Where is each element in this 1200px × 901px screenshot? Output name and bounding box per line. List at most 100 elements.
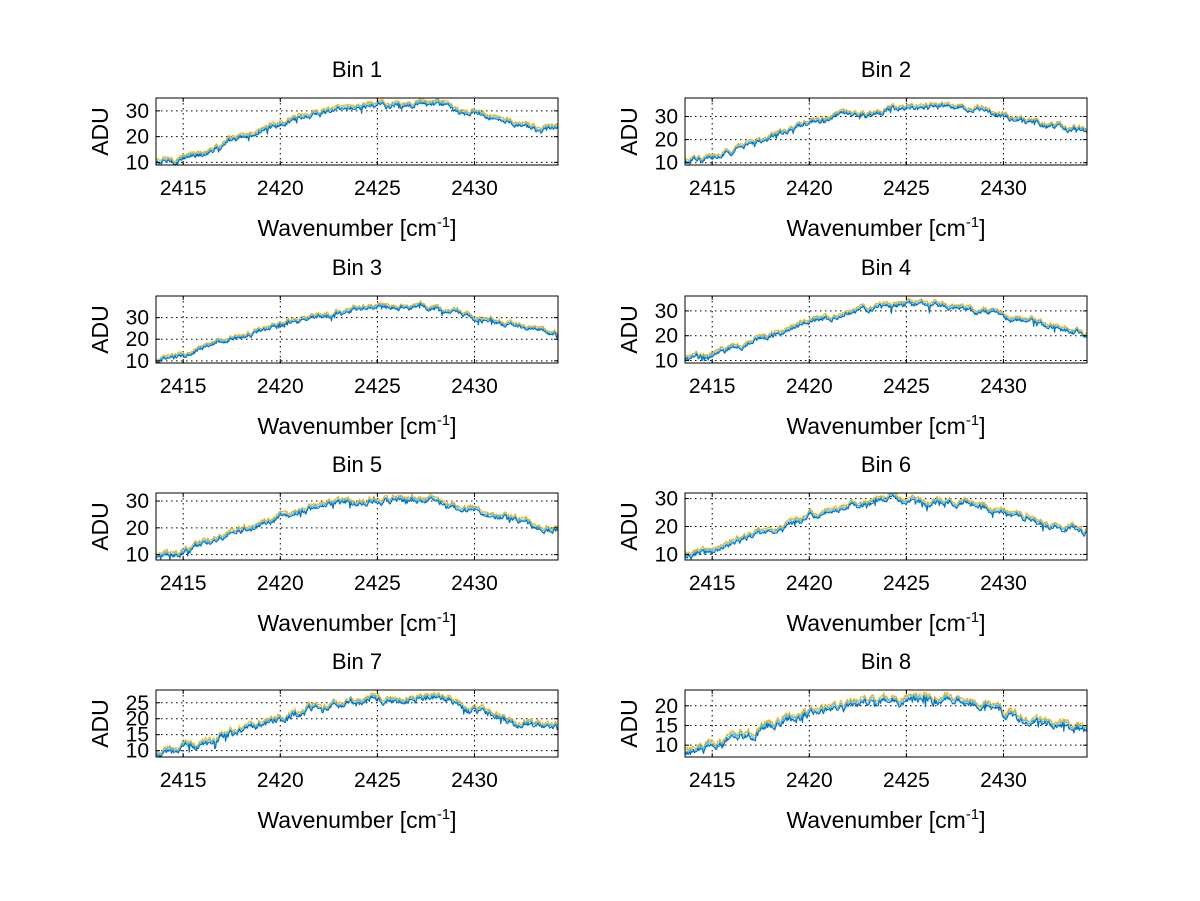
x-tick-label: 2425 [883,375,930,398]
series-line-series-1 [155,302,559,364]
y-tick-label: 15 [655,714,678,737]
x-tick-label: 2425 [354,769,401,792]
x-axis-label: Wavenumber [cm-1] [257,609,456,636]
y-tick-label: 30 [655,488,678,511]
x-tick-label: 2425 [354,177,401,200]
x-tick-label: 2425 [354,375,401,398]
axes-frame [684,295,1088,364]
x-tick-label: 2430 [451,769,498,792]
series-line-series-3 [684,298,1088,359]
x-tick-label: 2420 [786,572,833,595]
axes-frame [155,492,559,561]
x-axis-label-main: Wavenumber [cm [257,610,436,636]
axes-frame [684,689,1088,758]
x-tick-label: 2425 [883,572,930,595]
series-line-series-1 [684,695,1088,756]
series-line-series-3 [155,97,559,164]
chart-title: Bin 5 [332,452,382,477]
x-axis-label: Wavenumber [cm-1] [786,806,985,833]
x-axis-label-main: Wavenumber [cm [257,413,436,439]
y-axis-label: ADU [87,305,113,354]
y-tick-label: 20 [655,695,678,718]
x-axis-label-superscript: -1 [966,609,979,626]
x-axis-label-end: ] [450,807,456,833]
x-axis-label-end: ] [450,215,456,241]
x-tick-label: 2415 [689,375,736,398]
y-axis-label: ADU [616,699,642,748]
series-line-series-1 [684,104,1088,166]
series-line-series-2 [155,693,559,758]
chart-title: Bin 4 [861,255,911,280]
x-tick-label: 2430 [980,769,1027,792]
x-axis-label: Wavenumber [cm-1] [786,609,985,636]
series-line-series-1 [684,494,1088,560]
x-axis-label-main: Wavenumber [cm [786,215,965,241]
series-line-series-1 [684,300,1087,362]
y-tick-label: 15 [126,724,149,747]
axes-frame [155,689,559,758]
x-axis-label: Wavenumber [cm-1] [257,214,456,241]
chart-title: Bin 2 [861,57,911,82]
y-axis-label: ADU [87,502,113,551]
x-tick-label: 2430 [980,177,1027,200]
x-tick-label: 2415 [160,375,207,398]
x-axis-label: Wavenumber [cm-1] [257,412,456,439]
x-axis-label: Wavenumber [cm-1] [257,806,456,833]
y-tick-label: 30 [126,307,149,330]
series-line-series-1 [155,695,559,758]
x-axis-label-end: ] [979,413,985,439]
x-tick-label: 2420 [786,177,833,200]
x-axis-label-end: ] [979,610,985,636]
series-line-series-3 [684,101,1088,163]
x-tick-label: 2430 [451,572,498,595]
x-tick-label: 2430 [451,177,498,200]
x-axis-label-main: Wavenumber [cm [786,413,965,439]
y-tick-label: 20 [655,325,678,348]
y-tick-label: 10 [126,151,149,174]
x-axis-label-superscript: -1 [437,214,450,231]
chart-title: Bin 7 [332,649,382,674]
x-tick-label: 2430 [451,375,498,398]
axes-frame [155,295,559,364]
series-line-series-3 [684,492,1088,555]
series-line-series-1 [155,497,559,561]
y-tick-label: 20 [126,708,149,731]
axes-frame [684,97,1088,166]
series-line-series-2 [155,98,559,165]
chart-panel-bin-6: 2415 2420 2425 2430 10 20 30 Bin 6 ADU Wavenumber… [616,452,1088,636]
y-axis-label: ADU [616,305,642,354]
chart-title: Bin 3 [332,255,382,280]
x-axis-label-superscript: -1 [966,806,979,823]
x-axis-label-superscript: -1 [437,412,450,429]
x-axis-label-end: ] [979,807,985,833]
x-tick-label: 2420 [257,572,304,595]
y-tick-label: 20 [126,126,149,149]
x-tick-label: 2425 [354,572,401,595]
y-tick-label: 20 [655,129,678,152]
x-tick-label: 2415 [689,177,736,200]
x-axis-label-end: ] [450,413,456,439]
x-axis-label-superscript: -1 [966,412,979,429]
y-tick-label: 10 [126,544,149,567]
x-tick-label: 2420 [257,769,304,792]
y-tick-label: 10 [655,734,678,757]
series-line-series-2 [684,493,1088,558]
x-tick-label: 2415 [160,769,207,792]
chart-title: Bin 8 [861,649,911,674]
x-axis-label-main: Wavenumber [cm [257,215,436,241]
x-tick-label: 2430 [980,375,1027,398]
x-tick-label: 2420 [257,375,304,398]
series-line-series-2 [155,495,559,561]
y-tick-label: 30 [655,300,678,323]
series-line-series-1 [155,101,559,166]
y-axis-label: ADU [616,107,642,156]
chart-title: Bin 1 [332,57,382,82]
y-axis-label: ADU [87,699,113,748]
y-tick-label: 10 [655,543,678,566]
x-tick-label: 2415 [160,177,207,200]
